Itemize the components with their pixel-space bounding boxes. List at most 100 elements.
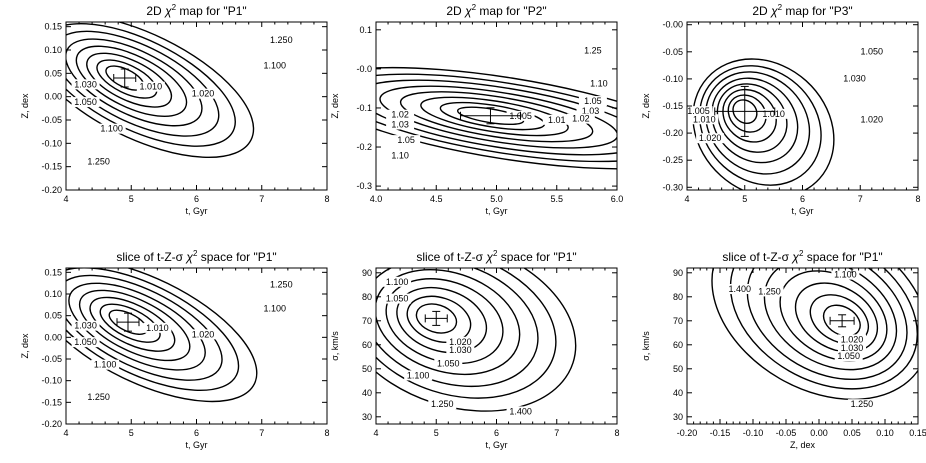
contour-label: 1.250 [87, 156, 110, 166]
contour-label: 1.100 [100, 124, 123, 134]
contour-label: 1.25 [584, 45, 602, 55]
contour-label: 1.400 [729, 284, 752, 294]
x-tick-label: 7 [259, 428, 264, 438]
contour-level [99, 303, 161, 343]
x-tick-label: 6.0 [611, 194, 624, 204]
contour-label-bg [578, 96, 607, 107]
contour-level [96, 59, 158, 99]
contour-label: 1.010 [762, 109, 785, 119]
contour-label: 1.010 [146, 323, 169, 333]
contour-label-bg [428, 399, 457, 410]
contour-label-bg [584, 78, 613, 89]
contour-level [729, 268, 918, 390]
y-axis-label: σ, km/s [641, 331, 651, 361]
y-tick-label: 30 [673, 412, 683, 422]
x-tick-label: -0.15 [710, 428, 731, 438]
x-tick-label: 5.5 [550, 194, 563, 204]
y-tick-label: 60 [362, 340, 372, 350]
best-fit-marker [714, 85, 776, 137]
y-tick-label: 0.15 [44, 267, 62, 277]
contour-level [66, 268, 258, 403]
contour-label-bg [383, 293, 412, 304]
contour-label: 1.020 [192, 329, 215, 339]
contour-label-bg [392, 135, 421, 146]
contour-label-bg [386, 109, 415, 120]
contour-set [692, 58, 835, 190]
contour-label-bg [684, 106, 713, 117]
contour-label-bg [143, 322, 172, 333]
y-tick-label: -0.10 [41, 138, 62, 148]
y-tick-label: -0.10 [662, 74, 683, 84]
contour-label-bg [755, 286, 784, 297]
y-tick-label: -0.20 [41, 419, 62, 429]
x-tick-label: 7 [259, 194, 264, 204]
x-tick-label: 0.00 [810, 428, 828, 438]
contour-label: 1.03 [582, 106, 600, 116]
contour-label: 1.03 [391, 119, 409, 129]
contour-level [692, 58, 835, 190]
contour-level [75, 45, 188, 117]
contour-label-bg [189, 88, 218, 99]
y-axis-label: Z, dex [20, 333, 30, 359]
contour-label-bg [189, 329, 218, 340]
contour-level [456, 106, 525, 126]
x-axis-label: t, Gyr [186, 440, 208, 450]
y-tick-label: 0.05 [44, 68, 62, 78]
x-tick-label: -0.20 [677, 428, 698, 438]
x-tick-label: 0.05 [843, 428, 861, 438]
contour-label: 1.050 [861, 47, 884, 57]
y-axis-label: Z, dex [641, 93, 651, 119]
contour-label: 1.050 [386, 294, 409, 304]
best-fit-marker [116, 312, 140, 332]
contour-label: 1.400 [509, 406, 532, 416]
contour-label: 1.250 [87, 392, 110, 402]
y-tick-label: 90 [673, 268, 683, 278]
contour-label-bg [857, 114, 886, 125]
y-tick-label: 90 [362, 268, 372, 278]
contour-level [822, 304, 861, 337]
contour-label-bg [71, 97, 100, 108]
contour-label: 1.100 [264, 61, 287, 71]
y-tick-label: -0.15 [41, 162, 62, 172]
y-tick-label: -0.30 [662, 182, 683, 192]
x-tick-label: -0.10 [743, 428, 764, 438]
y-tick-label: -0.05 [41, 115, 62, 125]
x-tick-label: 5 [129, 428, 134, 438]
y-tick-label: 40 [362, 388, 372, 398]
panel-title: 2D χ2 map for "P2" [446, 3, 546, 18]
contour-label: 1.010 [140, 82, 163, 92]
contour-level [727, 94, 767, 133]
y-axis-label: σ, km/s [330, 331, 340, 361]
x-tick-label: -0.05 [776, 428, 797, 438]
contour-label-bg [840, 73, 869, 84]
contour-label-bg [386, 150, 415, 161]
contour-label-bg [386, 119, 415, 130]
plot-frame [686, 267, 919, 425]
contour-level [420, 96, 569, 137]
contour-label-bg [838, 342, 866, 353]
contour-label-bg [834, 351, 863, 362]
x-tick-label: 6 [494, 428, 499, 438]
contour-label-bg [446, 336, 475, 347]
contour-label-bg [847, 399, 876, 410]
x-tick-label: 8 [324, 428, 329, 438]
y-axis-label: Z, dex [330, 93, 340, 119]
contour-label: 1.05 [584, 96, 602, 106]
y-tick-label: 0.00 [44, 92, 62, 102]
contour-level [66, 274, 223, 381]
y-tick-label: -0.00 [662, 20, 683, 30]
y-tick-label: 60 [673, 340, 683, 350]
y-tick-label: 0.15 [44, 22, 62, 32]
contour-level [794, 282, 879, 353]
contour-level [732, 99, 758, 124]
x-tick-label: 5 [434, 428, 439, 438]
contour-label: 1.030 [841, 343, 864, 353]
x-axis-label: Z, dex [790, 440, 816, 450]
contour-label-bg [838, 334, 866, 345]
contour-level [779, 270, 888, 362]
contour-label: 1.10 [590, 78, 608, 88]
contour-level [809, 294, 869, 345]
contour-label-bg [696, 133, 725, 144]
y-tick-label: 70 [362, 316, 372, 326]
best-fit-marker [829, 314, 855, 328]
